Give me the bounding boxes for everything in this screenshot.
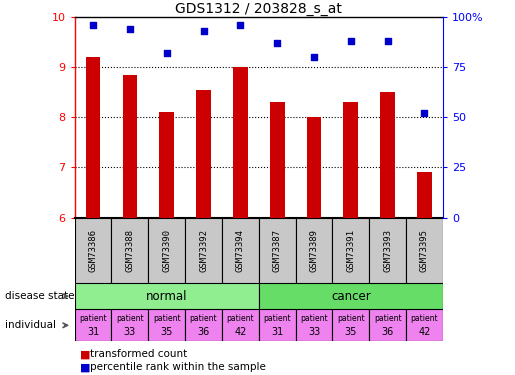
Bar <box>369 309 406 341</box>
Text: patient: patient <box>263 314 291 323</box>
Text: disease state: disease state <box>5 291 75 301</box>
Bar <box>75 309 111 341</box>
Bar <box>270 102 285 218</box>
Bar <box>111 309 148 341</box>
Text: ■: ■ <box>80 363 90 372</box>
Point <box>420 110 428 116</box>
Text: GSM73386: GSM73386 <box>89 229 97 272</box>
Text: 36: 36 <box>197 327 210 338</box>
Text: cancer: cancer <box>331 290 371 303</box>
Bar <box>185 309 222 341</box>
Bar <box>333 309 369 341</box>
Bar <box>222 309 259 341</box>
Text: 36: 36 <box>382 327 394 338</box>
Text: 42: 42 <box>418 327 431 338</box>
Text: normal: normal <box>146 290 187 303</box>
Text: GSM73394: GSM73394 <box>236 229 245 272</box>
Point <box>199 28 208 34</box>
Bar <box>85 57 100 217</box>
Point <box>126 26 134 32</box>
Bar <box>369 217 406 283</box>
Point <box>89 22 97 28</box>
Bar <box>259 217 296 283</box>
Bar <box>406 309 443 341</box>
Bar <box>344 102 358 218</box>
Bar <box>75 283 259 309</box>
Text: patient: patient <box>374 314 402 323</box>
Text: 35: 35 <box>161 327 173 338</box>
Text: ■: ■ <box>80 350 90 359</box>
Point <box>163 50 171 56</box>
Bar <box>296 217 332 283</box>
Bar <box>196 90 211 218</box>
Text: GSM73392: GSM73392 <box>199 229 208 272</box>
Bar <box>333 217 369 283</box>
Bar <box>148 309 185 341</box>
Bar <box>185 217 222 283</box>
Point <box>347 38 355 44</box>
Bar <box>233 67 248 218</box>
Text: patient: patient <box>410 314 438 323</box>
Text: GSM73393: GSM73393 <box>383 229 392 272</box>
Text: 31: 31 <box>271 327 283 338</box>
Text: patient: patient <box>116 314 144 323</box>
Text: patient: patient <box>153 314 181 323</box>
Text: patient: patient <box>337 314 365 323</box>
Bar <box>159 112 174 218</box>
Text: 31: 31 <box>87 327 99 338</box>
Text: GSM73389: GSM73389 <box>310 229 318 272</box>
Text: 35: 35 <box>345 327 357 338</box>
Bar <box>75 217 111 283</box>
Bar <box>259 309 296 341</box>
Bar <box>123 75 138 217</box>
Text: GSM73390: GSM73390 <box>162 229 171 272</box>
Text: individual: individual <box>5 320 56 330</box>
Text: GSM73391: GSM73391 <box>347 229 355 272</box>
Text: GSM73387: GSM73387 <box>273 229 282 272</box>
Bar <box>148 217 185 283</box>
Point <box>384 38 392 44</box>
Bar <box>417 172 432 217</box>
Bar <box>380 92 395 218</box>
Text: patient: patient <box>227 314 254 323</box>
Text: patient: patient <box>79 314 107 323</box>
Point <box>273 40 281 46</box>
Bar <box>296 309 332 341</box>
Bar <box>406 217 443 283</box>
Text: patient: patient <box>190 314 217 323</box>
Text: 33: 33 <box>124 327 136 338</box>
Text: transformed count: transformed count <box>90 350 187 359</box>
Point <box>310 54 318 60</box>
Text: percentile rank within the sample: percentile rank within the sample <box>90 363 266 372</box>
Text: GSM73395: GSM73395 <box>420 229 429 272</box>
Bar <box>259 283 443 309</box>
Bar <box>306 117 321 218</box>
Bar <box>111 217 148 283</box>
Text: 42: 42 <box>234 327 247 338</box>
Bar <box>222 217 259 283</box>
Point <box>236 22 245 28</box>
Text: 33: 33 <box>308 327 320 338</box>
Title: GDS1312 / 203828_s_at: GDS1312 / 203828_s_at <box>175 2 342 16</box>
Text: patient: patient <box>300 314 328 323</box>
Text: GSM73388: GSM73388 <box>126 229 134 272</box>
